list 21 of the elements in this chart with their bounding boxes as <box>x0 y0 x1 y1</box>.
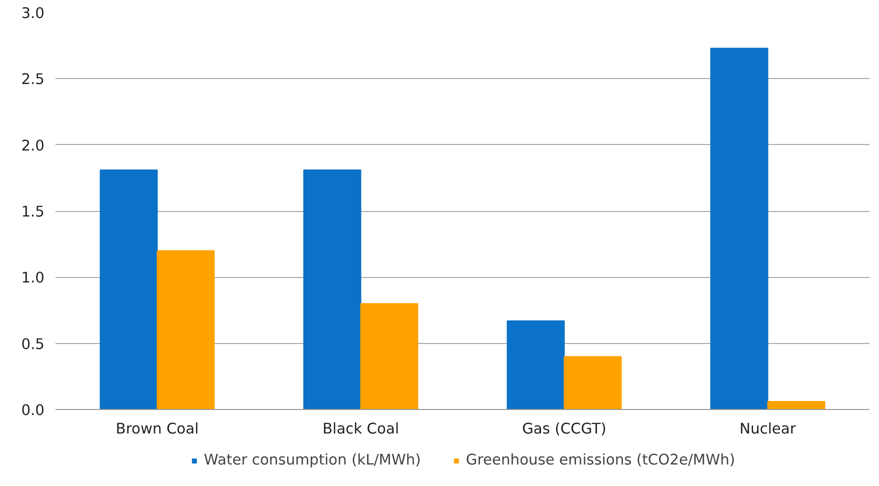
bar <box>156 250 215 410</box>
y-tick-label: 0.0 <box>21 402 45 419</box>
y-tick-label: 0.5 <box>21 336 45 353</box>
y-tick-label: 2.5 <box>21 71 45 88</box>
legend-label: Water consumption (kL/MWh) <box>204 452 421 468</box>
bar <box>710 48 768 410</box>
bar <box>100 169 158 410</box>
y-tick-label: 1.0 <box>21 270 45 287</box>
legend-label: Greenhouse emissions (tCO2e/MWh) <box>466 452 736 468</box>
bar <box>303 169 362 410</box>
x-tick-label: Black Coal <box>322 420 400 438</box>
x-tick-label: Brown Coal <box>116 420 199 438</box>
x-tick-label: Nuclear <box>740 420 797 438</box>
y-tick-label: 2.0 <box>21 137 45 154</box>
bar <box>506 320 565 410</box>
bar <box>360 303 418 410</box>
y-tick-label: 3.0 <box>21 5 45 22</box>
y-tick-label: 1.5 <box>21 204 45 220</box>
bar <box>564 356 622 410</box>
bar <box>767 401 826 410</box>
x-tick-label: Gas (CCGT) <box>522 420 606 438</box>
